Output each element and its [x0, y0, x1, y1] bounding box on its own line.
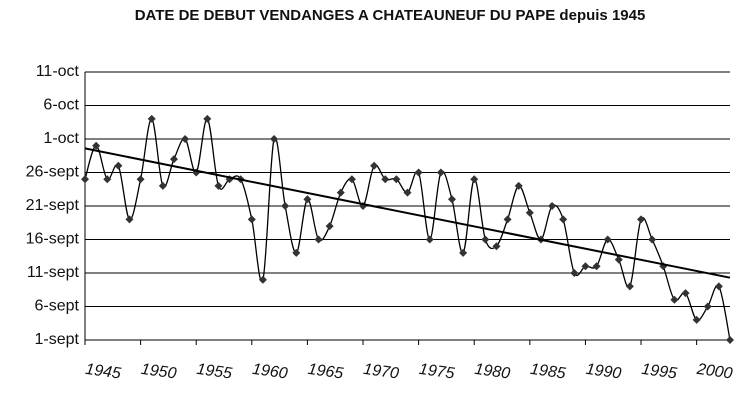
marker — [203, 114, 212, 123]
y-tick-label: 11-sept — [27, 264, 80, 281]
chart-title: DATE DE DEBUT VENDANGES A CHATEAUNEUF DU… — [135, 7, 646, 24]
x-tick-label: 1970 — [362, 361, 400, 383]
marker — [726, 336, 734, 344]
y-tick-label: 1-oct — [43, 130, 79, 147]
marker — [481, 235, 490, 244]
marker — [581, 262, 590, 271]
marker — [425, 235, 434, 244]
marker — [292, 248, 301, 257]
marker — [392, 175, 401, 184]
marker — [314, 235, 323, 244]
marker — [147, 114, 156, 123]
x-tick-label: 2000 — [695, 361, 734, 383]
marker — [559, 215, 568, 224]
marker — [270, 135, 279, 143]
x-tick-label: 1960 — [251, 361, 289, 383]
marker — [336, 188, 345, 197]
marker — [548, 202, 557, 210]
x-tick-label: 1945 — [84, 361, 122, 383]
marker — [492, 242, 501, 251]
marker — [637, 215, 646, 224]
x-tick-label: 1995 — [640, 361, 678, 383]
marker — [447, 195, 456, 204]
marker — [459, 248, 468, 257]
x-tick-label: 1975 — [418, 361, 456, 383]
x-tick-label: 1985 — [529, 361, 567, 383]
marker — [370, 161, 379, 170]
marker — [281, 202, 290, 210]
marker — [614, 255, 623, 264]
y-tick-label: 16-sept — [26, 231, 80, 248]
marker — [381, 175, 390, 184]
y-tick-label: 11-oct — [36, 63, 80, 80]
y-tick-label: 21-sept — [26, 197, 80, 214]
marker — [681, 289, 690, 298]
marker — [325, 222, 334, 231]
y-tick-label: 1-sept — [35, 331, 80, 348]
marker — [114, 161, 123, 170]
y-tick-label: 6-oct — [43, 97, 79, 114]
marker — [103, 175, 112, 184]
x-tick-label: 1990 — [585, 361, 623, 383]
marker — [81, 175, 89, 184]
marker — [703, 302, 712, 311]
marker — [414, 168, 423, 177]
marker — [181, 135, 190, 143]
trend-line — [84, 147, 731, 279]
marker — [525, 208, 534, 217]
marker — [136, 175, 145, 184]
marker — [470, 175, 479, 184]
y-tick-label: 6-sept — [35, 298, 80, 315]
marker — [648, 235, 657, 244]
marker — [125, 215, 134, 224]
marker — [503, 215, 512, 224]
x-tick-label: 1965 — [307, 361, 345, 383]
marker — [303, 195, 312, 204]
marker — [214, 181, 223, 190]
marker — [603, 235, 612, 244]
marker — [692, 315, 701, 324]
marker — [403, 188, 412, 197]
marker — [158, 181, 167, 190]
y-tick-label: 26-sept — [26, 164, 80, 181]
marker — [625, 282, 634, 291]
marker — [92, 141, 101, 150]
x-tick-label: 1950 — [140, 361, 178, 383]
marker — [436, 168, 445, 177]
marker — [258, 275, 267, 284]
x-tick-label: 1955 — [195, 361, 233, 383]
marker — [347, 175, 356, 184]
marker — [570, 269, 579, 277]
marker — [169, 155, 178, 164]
marker — [714, 282, 723, 291]
marker — [592, 262, 601, 271]
marker — [514, 181, 523, 190]
marker — [670, 295, 679, 304]
x-tick-label: 1980 — [473, 361, 511, 383]
marker — [247, 215, 256, 224]
